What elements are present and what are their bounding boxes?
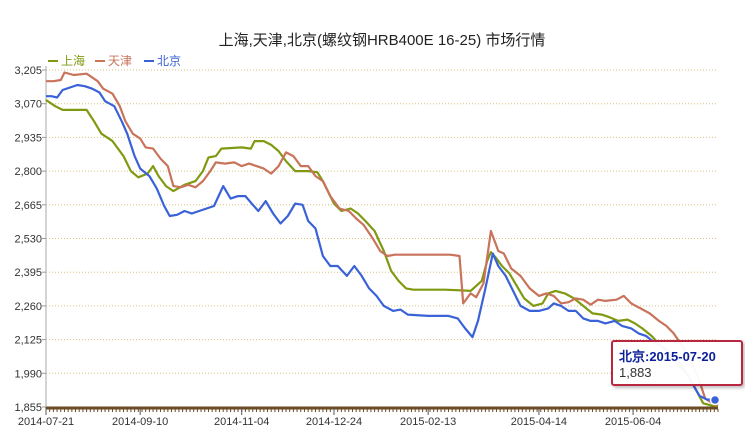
x-tick-label: 2014-07-21 (18, 416, 74, 428)
tooltip: 北京:2015-07-20 1,883 (611, 340, 743, 386)
y-tick-label: 2,260 (14, 301, 42, 313)
y-tick-label: 2,395 (14, 267, 42, 279)
y-tick-label: 2,800 (14, 166, 42, 178)
legend-label: 上海 (61, 53, 85, 68)
chart-title: 上海,天津,北京(螺纹钢HRB400E 16-25) 市场行情 (219, 32, 546, 49)
y-tick-label: 1,990 (14, 368, 42, 380)
axes: 1,855 1,990 2,125 2,260 2,395 2,530 2,665 2,800… (14, 65, 719, 428)
x-tick-label: 2015-04-14 (511, 416, 567, 428)
x-tick-label: 2015-06-04 (605, 416, 661, 428)
y-tick-label: 1,855 (14, 402, 42, 414)
hover-marker (709, 394, 721, 406)
grid-lines (46, 69, 718, 374)
x-tick-label: 2014-12-24 (306, 416, 362, 428)
y-tick-label: 3,070 (14, 99, 42, 111)
legend: 上海 天津 北京 (48, 53, 181, 68)
y-tick-label: 2,125 (14, 335, 42, 347)
x-tick-label: 2015-02-13 (400, 416, 456, 428)
hover-point (709, 394, 721, 406)
y-tick-label: 3,205 (14, 65, 42, 77)
legend-label: 天津 (108, 54, 132, 68)
tooltip-value: 1,883 (619, 365, 652, 380)
y-tick-label: 2,665 (14, 200, 42, 212)
y-tick-label: 2,530 (14, 234, 42, 246)
series-line-北京 (46, 83, 719, 402)
x-tick-label: 2014-09-10 (112, 416, 168, 428)
series-line-天津 (46, 71, 719, 407)
series-line-上海 (45, 99, 719, 407)
tooltip-label: 北京:2015-07-20 (619, 349, 716, 364)
y-tick-label: 2,935 (14, 132, 42, 144)
x-tick-label: 2014-11-04 (214, 416, 269, 428)
series-lines (45, 71, 719, 407)
legend-label: 北京 (157, 54, 181, 68)
